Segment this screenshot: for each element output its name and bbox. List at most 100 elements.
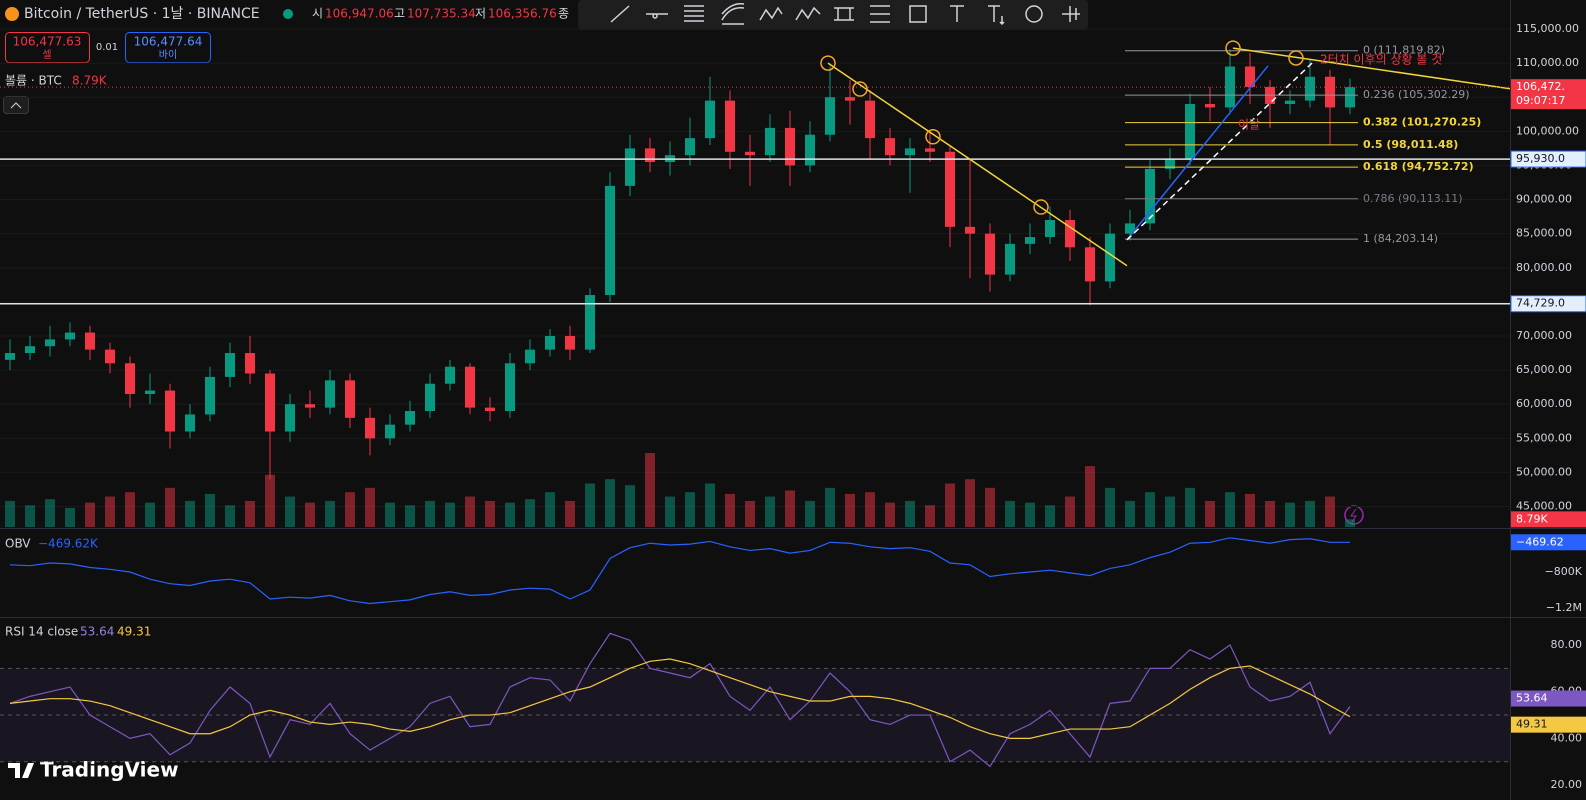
volume-bar	[1145, 492, 1155, 527]
volume-bar	[305, 502, 315, 527]
y-tick-label: 45,000.00	[1516, 500, 1572, 513]
ohlc-value: 106,356.76	[488, 7, 557, 21]
tool-text-note[interactable]	[988, 5, 1005, 26]
candle-body	[205, 376, 215, 415]
volume-bar	[605, 479, 615, 527]
fib-label: 1 (84,203.14)	[1363, 232, 1438, 245]
tool-range[interactable]	[834, 7, 854, 21]
candle-body	[125, 363, 135, 394]
candle-body	[165, 390, 175, 432]
candle-body	[625, 148, 635, 186]
annotation: 이탈	[1238, 117, 1260, 131]
volume-bar	[385, 502, 395, 527]
candle-body	[685, 138, 695, 156]
sell-button[interactable]	[5, 32, 90, 63]
buy-label: 바이	[159, 49, 177, 61]
collapse-button[interactable]	[3, 96, 29, 114]
volume-bar	[885, 502, 895, 527]
y-tick-label: 80.00	[1551, 638, 1583, 651]
symbol-icon[interactable]	[5, 7, 19, 21]
candle-body	[745, 151, 755, 156]
last-price-tag	[1511, 79, 1586, 110]
tool-fib[interactable]	[721, 2, 745, 25]
annotation: 2터치 이후의 상황 볼 것	[1320, 52, 1442, 66]
candle-body	[1225, 66, 1235, 108]
volume-bar	[945, 483, 955, 527]
candle-body	[325, 380, 335, 408]
ohlc-key: 고	[394, 7, 405, 21]
volume-bar	[965, 479, 975, 527]
candle-body	[85, 332, 95, 350]
volume-bar	[25, 505, 35, 527]
tool-trendline[interactable]	[610, 5, 630, 23]
volume-bar	[925, 505, 935, 527]
volume-tag-label: 8.79K	[1516, 512, 1548, 525]
candle-body	[585, 295, 595, 350]
y-tick-label: 115,000.00	[1516, 22, 1579, 35]
rsi-ma-legend-value: 49.31	[117, 625, 151, 639]
volume-bar	[985, 487, 995, 527]
volume-bar	[705, 483, 715, 527]
volume-bar	[1345, 519, 1355, 527]
countdown: 09:07:17	[1516, 94, 1565, 107]
candle-body	[225, 353, 235, 377]
tool-pattern[interactable]	[759, 6, 783, 21]
volume-bar	[165, 487, 175, 527]
candle-body	[705, 100, 715, 139]
volume-bar	[1305, 500, 1315, 527]
sell-price: 106,477.63	[13, 35, 82, 49]
candle-body	[785, 127, 795, 166]
volume-bar	[325, 500, 335, 527]
tool-channel[interactable]	[684, 5, 704, 22]
volume-bar	[565, 500, 575, 527]
volume-bar	[845, 493, 855, 527]
volume-bar	[145, 502, 155, 527]
volume-bar	[105, 496, 115, 527]
candle-body	[1305, 76, 1315, 101]
tool-shape[interactable]	[909, 5, 927, 23]
touch-point	[1033, 199, 1049, 215]
tool-icon[interactable]	[1025, 5, 1043, 23]
volume-bar	[445, 502, 455, 527]
candle-body	[405, 411, 415, 425]
volume-bar	[645, 453, 655, 527]
sell-label: 셀	[42, 49, 51, 61]
volume-bar	[65, 507, 75, 527]
candle-body	[465, 366, 475, 408]
volume-bar	[545, 492, 555, 527]
fib-label: 0.382 (101,270.25)	[1363, 116, 1481, 129]
volume-bar	[765, 496, 775, 527]
rsi-tag-label: 49.31	[1516, 718, 1548, 731]
tool-elliott[interactable]	[795, 6, 821, 21]
candle-body	[845, 97, 855, 101]
candle-body	[445, 366, 455, 384]
candle-body	[945, 151, 955, 227]
tool-prediction[interactable]	[870, 5, 890, 23]
candle-body	[805, 134, 815, 166]
candle-body	[1085, 247, 1095, 282]
fib-label: 0.618 (94,752.72)	[1363, 160, 1474, 173]
candle-body	[525, 349, 535, 364]
touch-point	[925, 129, 941, 145]
market-status	[283, 9, 293, 19]
candle-body	[985, 233, 995, 275]
volume-bar	[505, 502, 515, 527]
candle-body	[825, 97, 835, 135]
candle-body	[485, 407, 495, 412]
candle-body	[65, 332, 75, 340]
rsi-tag	[1511, 716, 1586, 733]
volume-bar	[865, 492, 875, 527]
volume-legend-value: 8.79K	[72, 74, 108, 88]
volume-bar	[785, 490, 795, 527]
buy-button[interactable]	[125, 32, 211, 63]
volume-bar	[1085, 466, 1095, 527]
candle-body	[1205, 104, 1215, 108]
candle-body	[305, 404, 315, 408]
tool-hline[interactable]	[646, 13, 668, 19]
candle-body	[965, 226, 975, 234]
tool-text[interactable]	[950, 5, 964, 22]
tool-measure[interactable]	[1062, 6, 1080, 22]
symbol-title[interactable]: Bitcoin / TetherUS · 1날 · BINANCE	[24, 6, 260, 22]
candle-body	[1285, 100, 1295, 105]
candle-body	[385, 424, 395, 439]
